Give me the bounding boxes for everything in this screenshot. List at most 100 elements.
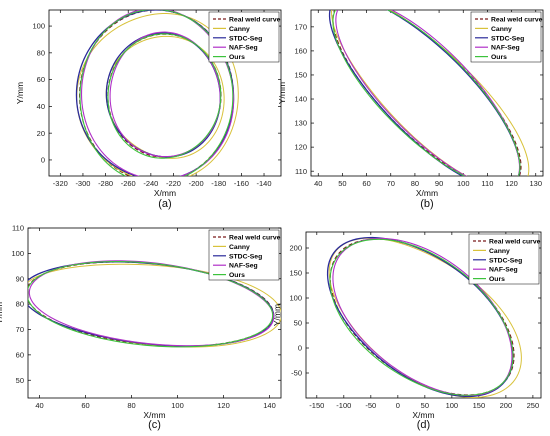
legend-label-naf: NAF-Seg bbox=[489, 267, 518, 274]
x-tick-label: -320 bbox=[53, 179, 68, 188]
y-tick-label: 60 bbox=[16, 350, 24, 359]
x-axis-label: X/mm bbox=[143, 410, 165, 420]
x-tick-label: 120 bbox=[505, 179, 518, 188]
legend-label-stdc: STDC-Seg bbox=[491, 35, 524, 42]
y-tick-label: 80 bbox=[37, 48, 45, 57]
x-tick-label: -240 bbox=[143, 179, 158, 188]
legend-label-stdc: STDC-Seg bbox=[229, 35, 262, 42]
x-tick-label: 100 bbox=[446, 401, 459, 410]
legend-label-canny: Canny bbox=[489, 248, 510, 255]
legend-label-canny: Canny bbox=[491, 26, 512, 33]
x-tick-label: -300 bbox=[75, 179, 90, 188]
legend-label-ours: Ours bbox=[491, 54, 507, 61]
y-axis-label: Y/mm bbox=[15, 82, 25, 104]
x-tick-label: -160 bbox=[234, 179, 249, 188]
legend-box bbox=[208, 229, 280, 281]
x-tick-label: 0 bbox=[396, 401, 400, 410]
y-tick-label: 150 bbox=[294, 71, 307, 80]
legend-label-canny: Canny bbox=[229, 26, 250, 33]
x-tick-label: 50 bbox=[421, 401, 429, 410]
legend-label-real: Real weld curve bbox=[229, 235, 281, 242]
y-tick-label: 80 bbox=[16, 300, 24, 309]
legend-label-real: Real weld curve bbox=[489, 239, 541, 246]
x-axis-label: X/mm bbox=[416, 188, 438, 198]
x-tick-label: 50 bbox=[338, 179, 346, 188]
series-ours-curve bbox=[107, 33, 222, 159]
y-tick-label: 140 bbox=[294, 95, 307, 104]
curves bbox=[328, 10, 530, 176]
x-tick-label: 100 bbox=[457, 179, 470, 188]
legend-label-naf: NAF-Seg bbox=[491, 45, 520, 52]
x-axis-label: X/mm bbox=[412, 410, 434, 420]
x-tick-label: 200 bbox=[500, 401, 513, 410]
x-tick-label: 140 bbox=[263, 401, 276, 410]
series-ours-curve bbox=[79, 10, 234, 176]
legend-label-real: Real weld curve bbox=[229, 17, 281, 24]
curves bbox=[75, 10, 239, 176]
curves bbox=[326, 236, 522, 398]
panel-label: (a) bbox=[158, 198, 171, 210]
y-tick-label: 20 bbox=[37, 129, 45, 138]
y-tick-label: 200 bbox=[289, 244, 302, 253]
legend: Real weld curve Canny STDC-Seg NAF-Seg Ours bbox=[208, 229, 281, 281]
y-tick-label: 40 bbox=[37, 102, 45, 111]
legend-box bbox=[208, 11, 280, 63]
y-tick-label: 120 bbox=[294, 143, 307, 152]
legend-label-stdc: STDC-Seg bbox=[229, 253, 262, 260]
series-ours-curve bbox=[332, 10, 521, 176]
x-tick-label: 110 bbox=[481, 179, 493, 188]
series-ours-curve bbox=[329, 238, 514, 396]
legend-box bbox=[470, 11, 542, 63]
y-tick-label: 90 bbox=[16, 274, 24, 283]
x-tick-label: -100 bbox=[336, 401, 351, 410]
x-tick-label: -280 bbox=[98, 179, 113, 188]
x-tick-label: 60 bbox=[362, 179, 370, 188]
y-axis-label: Y/mm bbox=[0, 302, 4, 324]
panel-c: 40 60 80 100 120 140 50 60 70 80 90 100 110 X/mm Y/mm (… bbox=[0, 224, 282, 431]
y-tick-label: 50 bbox=[294, 319, 302, 328]
legend-label-real: Real weld curve bbox=[491, 17, 543, 24]
panel-b: 40 50 60 70 80 90 100 110 120 130 110 120 130 140 150 1… bbox=[277, 9, 544, 210]
legend: Real weld curve Canny STDC-Seg NAF-Seg Ours bbox=[208, 11, 281, 63]
y-tick-label: -50 bbox=[291, 369, 302, 378]
x-tick-label: 130 bbox=[529, 179, 542, 188]
panel-d: -150 -100 -50 0 50 100 150 200 250 -50 0 50 100 150 20… bbox=[272, 231, 542, 431]
y-tick-label: 60 bbox=[37, 75, 45, 84]
legend-label-naf: NAF-Seg bbox=[229, 263, 258, 270]
y-tick-label: 130 bbox=[294, 119, 307, 128]
panel-a: -320 -300 -280 -260 -240 -220 -200 -180 -160 -140… bbox=[15, 9, 282, 210]
y-axis-label: Y/mm bbox=[277, 82, 287, 104]
x-tick-label: -150 bbox=[309, 401, 324, 410]
y-tick-label: 110 bbox=[12, 224, 24, 233]
y-tick-label: 110 bbox=[295, 167, 307, 176]
x-tick-label: -50 bbox=[365, 401, 376, 410]
legend-label-naf: NAF-Seg bbox=[229, 45, 258, 52]
legend: Real weld curve Canny STDC-Seg NAF-Seg Ours bbox=[468, 233, 541, 285]
legend-label-stdc: STDC-Seg bbox=[489, 257, 522, 264]
legend-box bbox=[468, 233, 540, 285]
x-tick-label: 80 bbox=[411, 179, 419, 188]
x-tick-label: 40 bbox=[35, 401, 43, 410]
series-real-curve bbox=[332, 10, 522, 176]
y-tick-label: 160 bbox=[294, 46, 307, 55]
y-tick-label: 70 bbox=[16, 325, 24, 334]
x-tick-label: 100 bbox=[171, 401, 184, 410]
legend-label-ours: Ours bbox=[489, 276, 505, 283]
x-tick-label: 150 bbox=[473, 401, 486, 410]
x-tick-label: -220 bbox=[166, 179, 181, 188]
y-tick-label: 170 bbox=[294, 22, 307, 31]
y-tick-label: 50 bbox=[16, 376, 24, 385]
y-tick-label: 150 bbox=[289, 269, 302, 278]
x-tick-label: 70 bbox=[387, 179, 395, 188]
legend: Real weld curve Canny STDC-Seg NAF-Seg Ours bbox=[470, 11, 543, 63]
legend-label-ours: Ours bbox=[229, 54, 245, 61]
x-tick-label: -200 bbox=[189, 179, 204, 188]
x-tick-label: -180 bbox=[211, 179, 226, 188]
x-tick-label: -140 bbox=[257, 179, 272, 188]
y-tick-label: 0 bbox=[41, 156, 45, 165]
series-naf-curve bbox=[335, 10, 521, 176]
panel-label: (d) bbox=[417, 419, 430, 431]
panel-label: (c) bbox=[148, 419, 161, 431]
y-tick-label: 100 bbox=[289, 294, 302, 303]
